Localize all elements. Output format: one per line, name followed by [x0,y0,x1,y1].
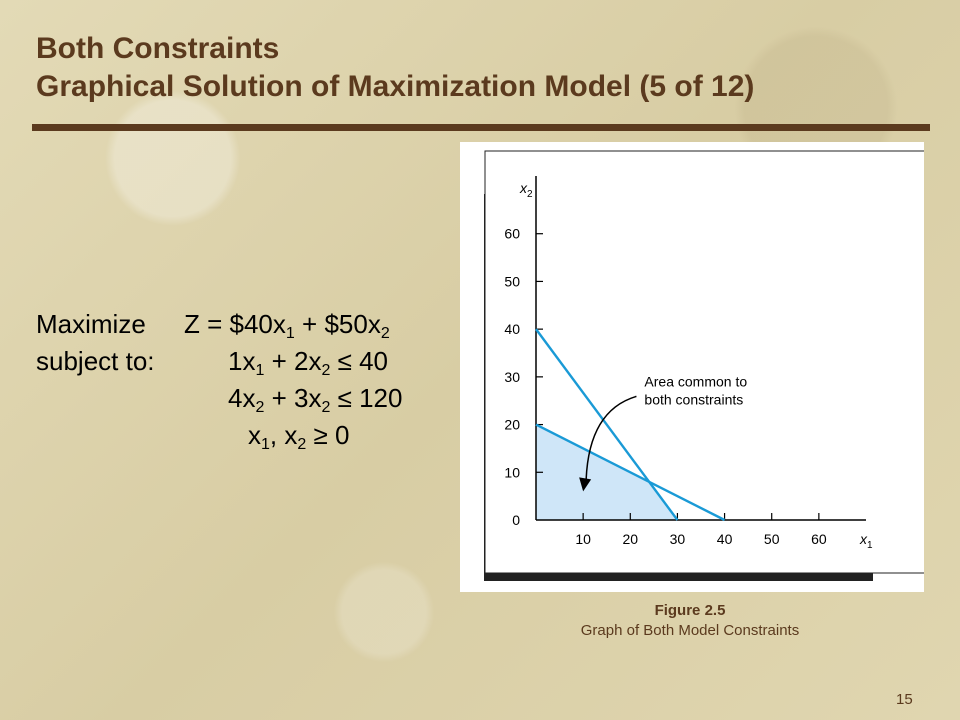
figure-caption: Figure 2.5 Graph of Both Model Constrain… [540,601,840,641]
constraint-row-3: x1, x2 ≥ 0 [36,417,402,454]
y-tick-label: 10 [504,464,520,480]
y-tick-label: 20 [504,417,520,433]
objective-label: Maximize [36,309,146,339]
x-tick-label: 60 [811,531,827,547]
subscript: 2 [321,399,331,416]
objective-text: Z = $40x [184,309,286,339]
constraint-2-term-a: 4x [228,383,256,413]
x-tick-label: 30 [670,531,686,547]
slide-title: Both Constraints Graphical Solution of M… [36,30,754,106]
constraint-1-term-b: + 2x [264,346,322,376]
objective-row: Maximize Z = $40x1 + $50x2 [36,306,402,343]
y-axis-label: x2 [519,180,533,200]
x-tick-label: 50 [764,531,780,547]
y-tick-label: 40 [504,321,520,337]
y-tick-label: 0 [512,512,520,528]
x-tick-label: 20 [622,531,638,547]
page-number: 15 [896,691,913,708]
subject-label: subject to: [36,346,155,376]
y-tick-label: 60 [504,226,520,242]
constraint-1-term-a: 1x [228,346,256,376]
constraint-chart: 0 10 20 30 40 50 60 10 20 30 40 50 60 x2 x1 Area common… [484,150,924,581]
subscript: 1 [261,436,270,453]
figure-panel: 0 10 20 30 40 50 60 10 20 30 40 50 60 x2 x1 Area common… [460,142,924,592]
constraint-2-term-b: + 3x [264,383,322,413]
nonnegativity-term-a: x [248,420,261,450]
subscript: 2 [255,399,265,416]
x-tick-label: 40 [717,531,733,547]
title-line-2: Graphical Solution of Maximization Model… [36,70,755,103]
annotation-arrow [585,395,637,480]
constraint-row-2: 4x2 + 3x2 ≤ 120 [36,380,402,417]
constraint-row-1: subject to: 1x1 + 2x2 ≤ 40 [36,343,402,380]
subscript: 1 [285,325,295,342]
constraint-2-rhs: ≤ 120 [330,383,403,413]
subscript: 2 [321,362,331,379]
figure-title: Graph of Both Model Constraints [580,622,800,639]
subscript: 2 [380,325,390,342]
constraint-line-2 [535,423,726,522]
x-tick-label: 10 [575,531,591,547]
nonnegativity-term-b: , x [269,420,298,450]
subscript: 2 [297,436,307,453]
y-tick-label: 30 [504,369,520,385]
lp-model: Maximize Z = $40x1 + $50x2 subject to: 1x1… [36,306,402,454]
annotation-arrowhead [579,477,592,492]
annotation-line-1: Area common to [644,373,747,389]
nonnegativity-rhs: ≥ 0 [306,420,350,450]
subscript: 1 [255,362,265,379]
objective-mid: + $50x [294,309,381,339]
constraint-line-1 [535,328,679,521]
feasible-region [536,424,678,520]
title-rule [32,124,930,131]
x-axis-label: x1 [859,531,873,551]
y-tick-label: 50 [504,273,520,289]
figure-number: Figure 2.5 [654,602,726,619]
title-line-1: Both Constraints [36,32,280,65]
annotation-line-2: both constraints [644,391,743,407]
constraint-1-rhs: ≤ 40 [330,346,389,376]
